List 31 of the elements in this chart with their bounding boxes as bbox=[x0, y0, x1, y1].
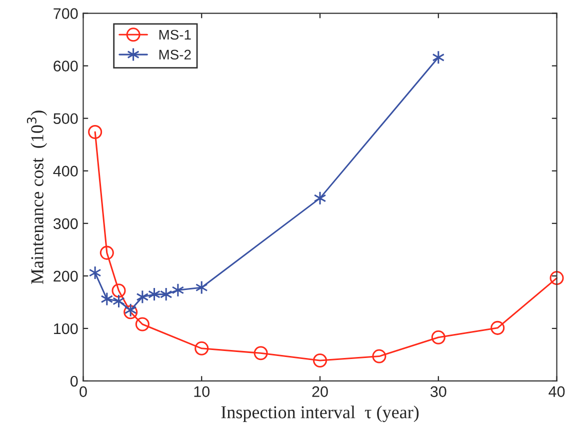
point bbox=[112, 284, 126, 298]
point bbox=[372, 349, 386, 364]
x-tick-label: 20 bbox=[312, 386, 328, 398]
legend-label: MS-1 bbox=[159, 30, 191, 40]
x-tick-label: 0 bbox=[80, 386, 87, 398]
point bbox=[148, 287, 160, 302]
point bbox=[550, 271, 564, 286]
x-tick-label: 40 bbox=[548, 386, 565, 398]
y-tick-label: 200 bbox=[54, 270, 78, 282]
point bbox=[135, 317, 150, 332]
y-tick-label: 0 bbox=[70, 376, 78, 387]
y-tick-label: 100 bbox=[54, 323, 78, 334]
x-tick-label: 10 bbox=[194, 386, 210, 398]
y-tick-label: 400 bbox=[53, 166, 78, 177]
point bbox=[88, 124, 102, 140]
point bbox=[194, 341, 209, 356]
y-tick-label: 600 bbox=[54, 60, 78, 72]
y-tick-label: 700 bbox=[54, 8, 78, 19]
point bbox=[490, 320, 505, 335]
point bbox=[100, 246, 114, 260]
point bbox=[314, 191, 326, 206]
x-tick-label: 30 bbox=[430, 386, 446, 398]
x-axis-title: Inspection interval τ (year) bbox=[221, 406, 419, 422]
point bbox=[312, 353, 328, 368]
y-tick-label: 500 bbox=[53, 113, 78, 124]
legend-label: MS-2 bbox=[159, 50, 191, 60]
y-tick-label: 300 bbox=[53, 218, 78, 230]
point bbox=[254, 346, 268, 360]
point bbox=[112, 294, 125, 308]
y-axis-title: Maintenance cost (10$^{3}$) bbox=[26, 110, 48, 284]
point bbox=[431, 330, 446, 344]
